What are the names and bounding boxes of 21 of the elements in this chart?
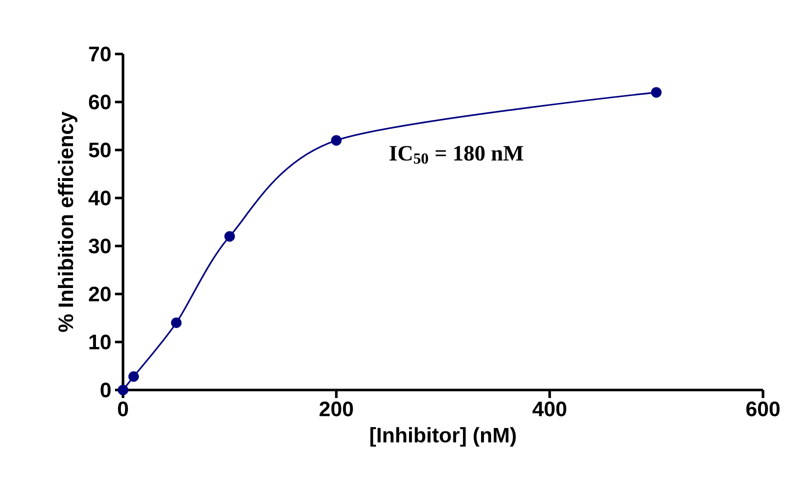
x-tick-label: 0 [118,402,128,416]
y-tick-label: 0 [100,382,111,398]
y-tick-label: 20 [88,286,111,302]
annotation: IC$_{50}$ = 180 nM [390,146,524,164]
point [651,87,662,98]
point [224,231,235,242]
x-tick-label: 600 [746,402,780,416]
point [331,135,342,146]
y-axis-title: % Inhibition efficiency [58,112,78,332]
y-tick-label: 50 [88,142,111,158]
point [171,317,182,328]
y-tick-label: 70 [89,46,111,62]
y-tick-label: 60 [88,94,111,110]
x-axis-title: [Inhibitor] (nM) [370,427,516,447]
y-tick-label: 10 [90,334,111,350]
y-tick-label: 30 [88,238,111,254]
x-tick-label: 400 [532,402,566,416]
y-tick-label: 40 [88,190,111,206]
point [128,371,139,382]
point [118,384,128,396]
x-tick-label: 200 [320,402,353,416]
